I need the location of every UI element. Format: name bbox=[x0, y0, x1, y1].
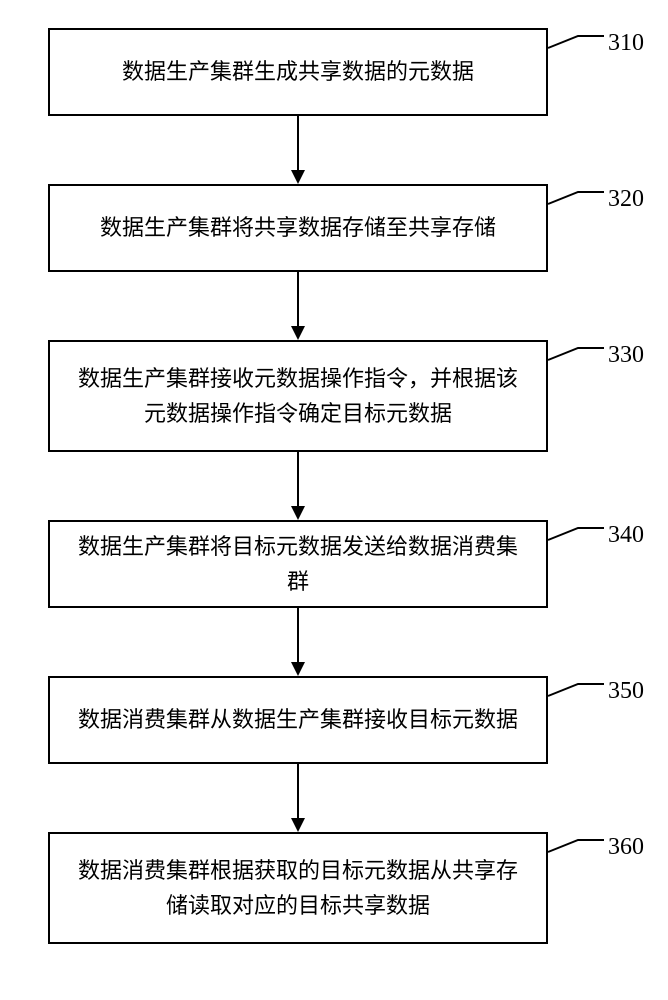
flow-arrow-head bbox=[291, 326, 305, 340]
flow-arrow-head bbox=[291, 506, 305, 520]
flow-step-310: 数据生产集群生成共享数据的元数据 bbox=[48, 28, 548, 116]
flow-step-360: 数据消费集群根据获取的目标元数据从共享存储读取对应的目标共享数据 bbox=[48, 832, 548, 944]
flow-step-label-340: 340 bbox=[608, 522, 644, 549]
flow-arrow bbox=[297, 272, 299, 328]
flow-arrow-head bbox=[291, 818, 305, 832]
flow-step-text: 数据生产集群将目标元数据发送给数据消费集群 bbox=[70, 529, 526, 599]
flow-step-text: 数据生产集群接收元数据操作指令，并根据该元数据操作指令确定目标元数据 bbox=[70, 361, 526, 431]
flow-arrow bbox=[297, 608, 299, 664]
flow-step-350: 数据消费集群从数据生产集群接收目标元数据 bbox=[48, 676, 548, 764]
flow-step-label-310: 310 bbox=[608, 30, 644, 57]
flow-step-340: 数据生产集群将目标元数据发送给数据消费集群 bbox=[48, 520, 548, 608]
flow-step-label-350: 350 bbox=[608, 678, 644, 705]
flow-step-text: 数据消费集群从数据生产集群接收目标元数据 bbox=[78, 702, 518, 737]
flow-arrow bbox=[297, 452, 299, 508]
flow-arrow-head bbox=[291, 170, 305, 184]
flow-arrow bbox=[297, 116, 299, 172]
flow-arrow bbox=[297, 764, 299, 820]
flow-step-text: 数据生产集群生成共享数据的元数据 bbox=[122, 54, 474, 89]
flow-arrow-head bbox=[291, 662, 305, 676]
flow-step-label-320: 320 bbox=[608, 186, 644, 213]
flow-step-330: 数据生产集群接收元数据操作指令，并根据该元数据操作指令确定目标元数据 bbox=[48, 340, 548, 452]
flow-step-label-330: 330 bbox=[608, 342, 644, 369]
flow-step-label-360: 360 bbox=[608, 834, 644, 861]
flow-step-320: 数据生产集群将共享数据存储至共享存储 bbox=[48, 184, 548, 272]
flow-step-text: 数据消费集群根据获取的目标元数据从共享存储读取对应的目标共享数据 bbox=[70, 853, 526, 923]
flow-step-text: 数据生产集群将共享数据存储至共享存储 bbox=[100, 210, 496, 245]
